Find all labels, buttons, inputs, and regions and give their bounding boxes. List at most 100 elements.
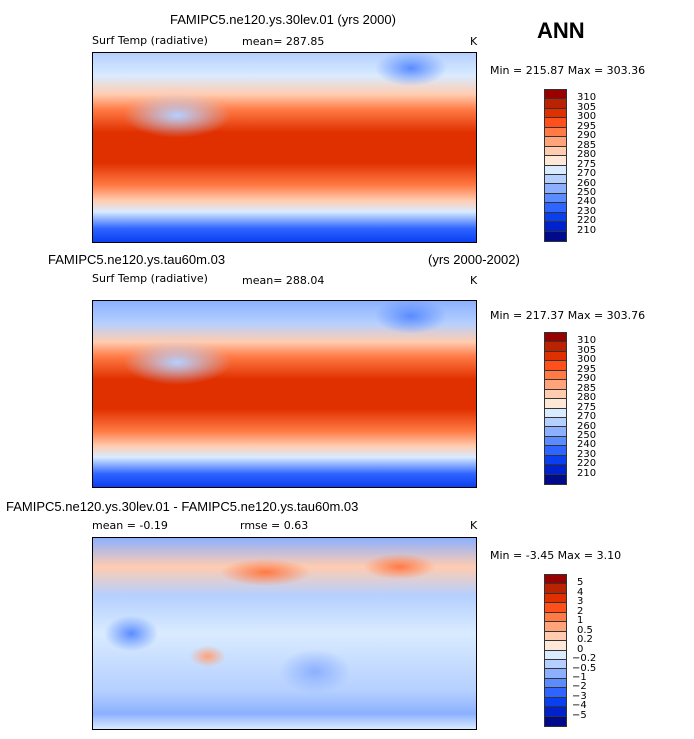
colorbar-box (545, 612, 566, 623)
panel3-colorbar (544, 574, 567, 727)
colorbar-label: 295 (577, 363, 597, 375)
colorbar-box (545, 408, 566, 418)
colorbar-label: 210 (577, 467, 597, 479)
colorbar-label: 220 (577, 458, 597, 470)
colorbar-label: 270 (577, 168, 597, 180)
colorbar-box (545, 156, 566, 166)
panel2-units: K (470, 274, 478, 287)
colorbar-box (545, 118, 566, 128)
colorbar-label: −0.5 (572, 662, 597, 674)
colorbar-box (545, 380, 566, 390)
colorbar-label: 310 (577, 92, 597, 104)
colorbar-label: −5 (572, 709, 587, 721)
colorbar-label: 250 (577, 429, 597, 441)
colorbar-label: 1 (577, 615, 584, 627)
season-label: ANN (537, 18, 585, 43)
colorbar-box (545, 593, 566, 604)
colorbar-label: 285 (577, 382, 597, 394)
panel2-mean: mean= 288.04 (242, 274, 325, 287)
colorbar-label: 295 (577, 120, 597, 132)
colorbar-box (545, 174, 566, 185)
colorbar-box (545, 222, 566, 232)
colorbar-label: 3 (577, 596, 584, 608)
colorbar-box (545, 622, 566, 632)
colorbar-box (545, 333, 566, 343)
colorbar-label: 0.2 (577, 634, 593, 646)
colorbar-box (545, 203, 566, 213)
colorbar-label: 300 (577, 111, 597, 123)
colorbar-box (545, 688, 566, 698)
colorbar-box (545, 370, 566, 381)
colorbar-label: 305 (577, 344, 597, 356)
panel1-colorbar (544, 89, 567, 242)
colorbar-box (545, 99, 566, 109)
colorbar-label: 275 (577, 158, 597, 170)
colorbar-label: 310 (577, 335, 597, 347)
colorbar-label: −3 (572, 690, 587, 702)
panel2-colorbar (544, 332, 567, 485)
colorbar-box (545, 146, 566, 157)
colorbar-label: −2 (572, 681, 587, 693)
colorbar-label: 230 (577, 448, 597, 460)
colorbar-box (545, 650, 566, 660)
panel3-rmse: rmse = 0.63 (240, 519, 309, 532)
colorbar-box (545, 90, 566, 100)
panel2-variable: Surf Temp (radiative) (92, 272, 208, 285)
colorbar-box (545, 575, 566, 585)
colorbar-box (545, 417, 566, 428)
panel2-title: FAMIPC5.ne120.ys.tau60m.03 (48, 252, 226, 267)
colorbar-box (545, 631, 566, 642)
colorbar-label: 240 (577, 439, 597, 451)
colorbar-box (545, 641, 566, 651)
colorbar-label: 0.5 (577, 624, 593, 636)
panel2-years: (yrs 2000-2002) (428, 252, 520, 267)
colorbar-box (545, 603, 566, 613)
panel3-map (92, 537, 477, 730)
colorbar-box (545, 137, 566, 147)
panel1-mean: mean= 287.85 (242, 35, 325, 48)
colorbar-label: −1 (572, 671, 587, 683)
colorbar-box (545, 212, 566, 223)
panel3-minmax: Min = -3.45 Max = 3.10 (490, 549, 622, 562)
colorbar-box (545, 678, 566, 689)
colorbar-label: 285 (577, 139, 597, 151)
colorbar-box (545, 455, 566, 466)
colorbar-box (545, 193, 566, 204)
colorbar-box (545, 584, 566, 594)
colorbar-box (545, 436, 566, 447)
colorbar-label: −0.2 (572, 653, 597, 665)
colorbar-box (545, 351, 566, 362)
colorbar-box (545, 361, 566, 371)
colorbar-label: 4 (577, 586, 584, 598)
colorbar-label: 290 (577, 373, 597, 385)
panel2-map (92, 300, 477, 488)
colorbar-box (545, 231, 566, 241)
colorbar-label: 5 (577, 577, 584, 589)
colorbar-box (545, 707, 566, 717)
panel3-title: FAMIPC5.ne120.ys.30lev.01 - FAMIPC5.ne12… (6, 499, 359, 514)
colorbar-label: 220 (577, 215, 597, 227)
colorbar-label: −4 (572, 700, 587, 712)
colorbar-box (545, 697, 566, 708)
colorbar-label: 230 (577, 205, 597, 217)
colorbar-box (545, 669, 566, 679)
colorbar-box (545, 399, 566, 409)
colorbar-box (545, 165, 566, 175)
colorbar-box (545, 716, 566, 726)
panel3-mean: mean = -0.19 (92, 519, 168, 532)
colorbar-label: 250 (577, 186, 597, 198)
colorbar-label: 305 (577, 101, 597, 113)
colorbar-label: 2 (577, 605, 584, 617)
colorbar-box (545, 446, 566, 456)
colorbar-box (545, 474, 566, 484)
colorbar-box (545, 108, 566, 119)
panel1-variable: Surf Temp (radiative) (92, 34, 208, 47)
colorbar-label: 300 (577, 354, 597, 366)
colorbar-label: 280 (577, 149, 597, 161)
colorbar-label: 240 (577, 196, 597, 208)
colorbar-box (545, 127, 566, 138)
colorbar-label: 0 (577, 643, 584, 655)
panel1-units: K (470, 35, 478, 48)
colorbar-label: 280 (577, 392, 597, 404)
